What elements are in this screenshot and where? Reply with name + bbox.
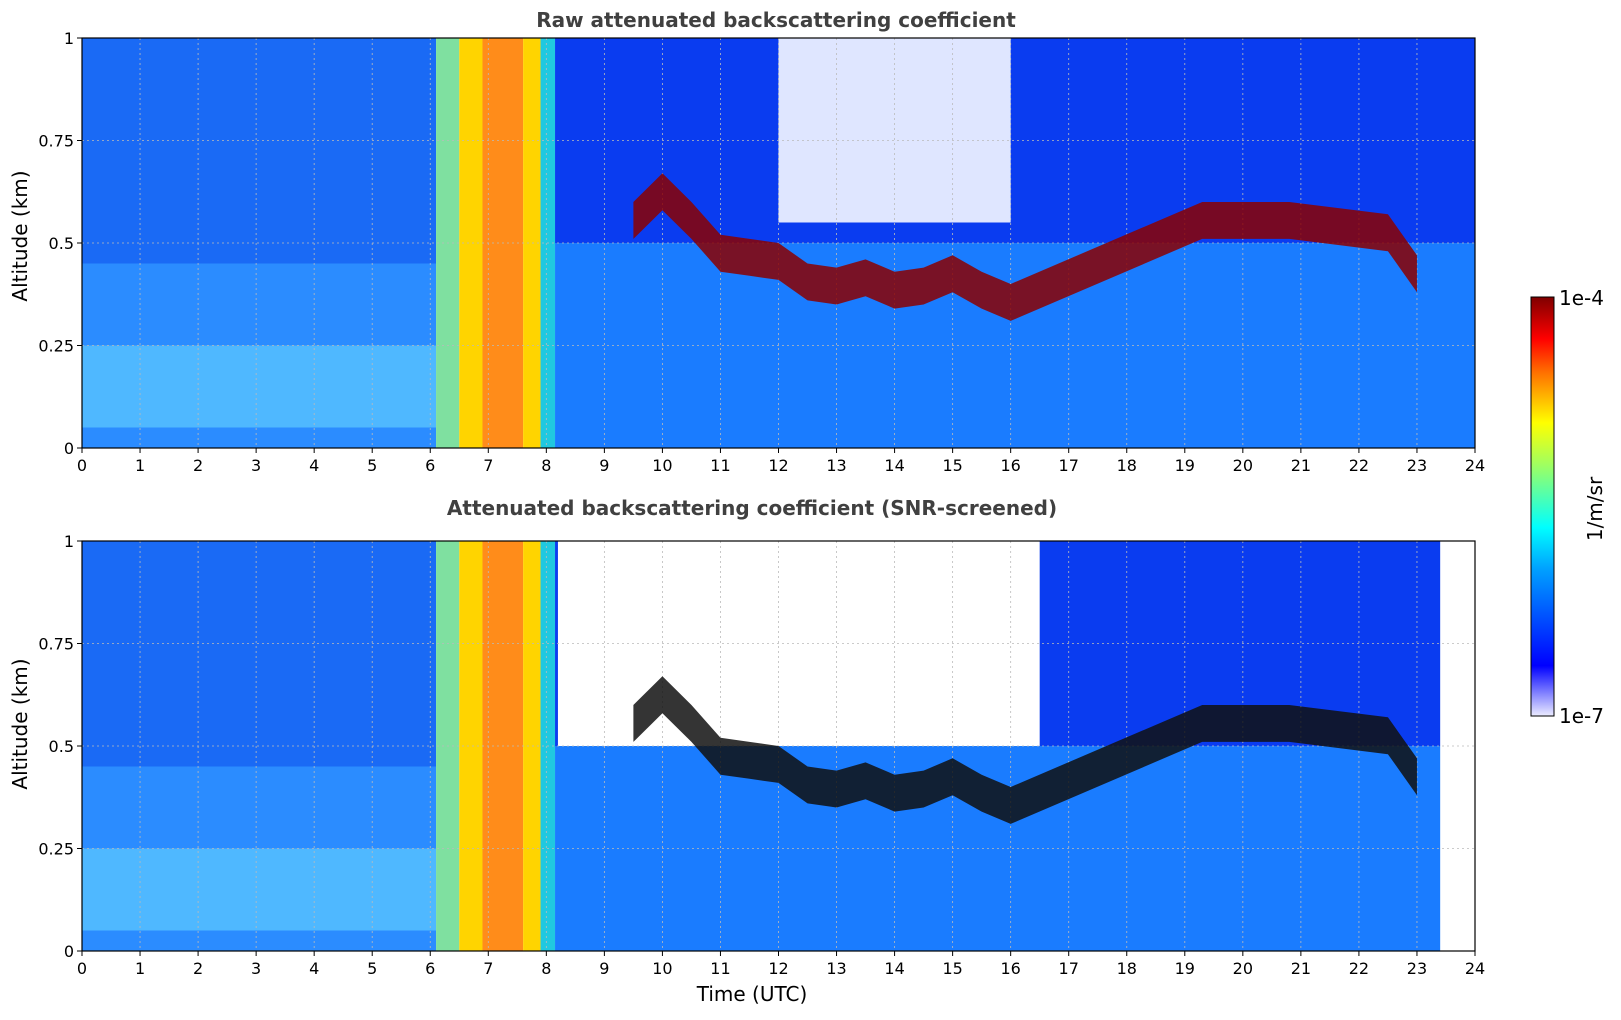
x-tick-label: 8 xyxy=(541,456,551,475)
x-tick-label: 18 xyxy=(1117,959,1137,978)
x-tick-label: 7 xyxy=(483,456,493,475)
x-tick-label: 4 xyxy=(309,456,319,475)
x-tick-label: 18 xyxy=(1117,456,1137,475)
x-tick-label: 7 xyxy=(483,959,493,978)
x-tick-label: 21 xyxy=(1291,959,1311,978)
heatmap-region xyxy=(459,541,483,951)
x-tick-label: 1 xyxy=(135,959,145,978)
y-tick-label: 0 xyxy=(64,439,74,458)
raw-backscatter-panel: Raw attenuated backscattering coefficien… xyxy=(8,8,1485,475)
x-tick-label: 1 xyxy=(135,456,145,475)
y-tick-label: 0.75 xyxy=(38,132,74,151)
y-tick-label: 0.5 xyxy=(49,737,74,756)
cloud-layer xyxy=(633,676,1417,824)
x-tick-label: 17 xyxy=(1059,456,1079,475)
y-tick-label: 1 xyxy=(64,532,74,551)
y-tick-label: 0.25 xyxy=(38,337,74,356)
x-axis-ticks: 0 1 2 3 4 5 6 7 8 9 10 11 12 13 14 15 16 17 18 19 20 21 22 23 24 xyxy=(77,951,1485,978)
x-tick-label: 15 xyxy=(942,959,962,978)
y-tick-label: 0.25 xyxy=(38,840,74,859)
x-tick-label: 6 xyxy=(425,456,435,475)
x-tick-label: 10 xyxy=(652,959,672,978)
x-tick-label: 16 xyxy=(1000,456,1020,475)
cloud-band xyxy=(633,173,1417,321)
colorbar-max-label: 1e-4 xyxy=(1559,286,1604,310)
heatmap-region xyxy=(82,541,437,767)
x-tick-label: 2 xyxy=(193,456,203,475)
y-axis-label: Altitude (km) xyxy=(8,170,32,301)
x-tick-label: 17 xyxy=(1059,959,1079,978)
x-tick-label: 10 xyxy=(652,456,672,475)
x-tick-label: 14 xyxy=(884,456,904,475)
x-tick-label: 5 xyxy=(367,959,377,978)
x-tick-label: 12 xyxy=(768,959,788,978)
x-axis-label: Time (UTC) xyxy=(696,982,808,1006)
x-tick-label: 8 xyxy=(541,959,551,978)
heatmap-region xyxy=(82,38,437,264)
x-tick-label: 3 xyxy=(251,456,261,475)
panel-title: Raw attenuated backscattering coefficien… xyxy=(536,8,1016,32)
colorbar: 1e-4 1e-7 1/m/sr xyxy=(1530,286,1607,728)
x-tick-label: 22 xyxy=(1349,456,1369,475)
heatmap-region xyxy=(82,848,437,931)
x-tick-label: 15 xyxy=(942,456,962,475)
x-tick-label: 20 xyxy=(1233,959,1253,978)
x-tick-label: 0 xyxy=(77,456,87,475)
screened-backscatter-panel: Attenuated backscattering coefficient (S… xyxy=(8,496,1485,1006)
x-tick-label: 19 xyxy=(1175,959,1195,978)
heatmap-region xyxy=(459,38,483,448)
y-axis-ticks: 0 0.25 0.5 0.75 1 xyxy=(38,532,82,961)
heatmap-region xyxy=(82,345,437,428)
y-tick-label: 0.75 xyxy=(38,635,74,654)
y-axis-ticks: 0 0.25 0.5 0.75 1 xyxy=(38,29,82,458)
x-tick-label: 13 xyxy=(826,456,846,475)
x-tick-label: 3 xyxy=(251,959,261,978)
x-tick-label: 16 xyxy=(1000,959,1020,978)
x-tick-label: 11 xyxy=(710,456,730,475)
colorbar-gradient xyxy=(1530,296,1555,717)
x-tick-label: 6 xyxy=(425,959,435,978)
y-tick-label: 0.5 xyxy=(49,234,74,253)
y-tick-label: 0 xyxy=(64,942,74,961)
panel-title: Attenuated backscattering coefficient (S… xyxy=(447,496,1057,520)
cloud-band xyxy=(633,676,1417,824)
x-tick-label: 22 xyxy=(1349,959,1369,978)
x-tick-label: 23 xyxy=(1407,959,1427,978)
colorbar-unit-label: 1/m/sr xyxy=(1583,476,1607,541)
x-tick-label: 0 xyxy=(77,959,87,978)
x-tick-label: 4 xyxy=(309,959,319,978)
x-tick-label: 13 xyxy=(826,959,846,978)
y-tick-label: 1 xyxy=(64,29,74,48)
x-tick-label: 24 xyxy=(1465,959,1485,978)
x-tick-label: 12 xyxy=(768,456,788,475)
x-tick-label: 9 xyxy=(599,959,609,978)
y-axis-label: Altitude (km) xyxy=(8,658,32,789)
x-tick-label: 24 xyxy=(1465,456,1485,475)
x-tick-label: 21 xyxy=(1291,456,1311,475)
x-axis-ticks: 0 1 2 3 4 5 6 7 8 9 10 11 12 13 14 15 16 17 18 19 20 21 22 23 24 xyxy=(77,448,1485,475)
x-tick-label: 11 xyxy=(710,959,730,978)
cloud-layer xyxy=(633,173,1417,321)
x-tick-label: 5 xyxy=(367,456,377,475)
x-tick-label: 20 xyxy=(1233,456,1253,475)
x-tick-label: 23 xyxy=(1407,456,1427,475)
x-tick-label: 2 xyxy=(193,959,203,978)
colorbar-min-label: 1e-7 xyxy=(1559,704,1604,728)
x-tick-label: 9 xyxy=(599,456,609,475)
x-tick-label: 19 xyxy=(1175,456,1195,475)
x-tick-label: 14 xyxy=(884,959,904,978)
